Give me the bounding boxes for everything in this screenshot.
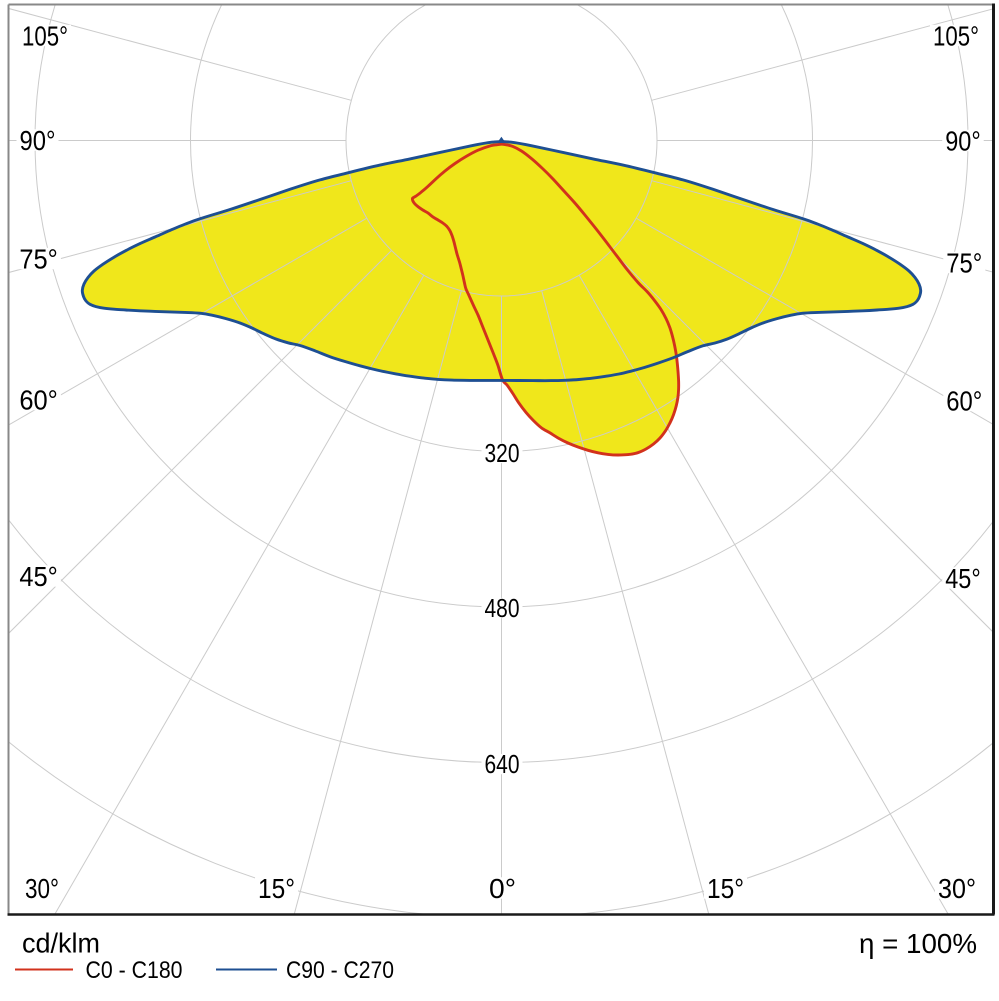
svg-text:105°: 105° bbox=[933, 20, 979, 51]
svg-text:640: 640 bbox=[485, 749, 520, 779]
svg-text:30°: 30° bbox=[938, 873, 976, 904]
svg-text:60°: 60° bbox=[19, 384, 58, 415]
svg-text:105°: 105° bbox=[22, 20, 68, 51]
svg-text:75°: 75° bbox=[946, 247, 982, 278]
svg-text:45°: 45° bbox=[945, 563, 981, 594]
svg-text:480: 480 bbox=[485, 593, 520, 623]
svg-text:45°: 45° bbox=[19, 561, 58, 592]
svg-text:90°: 90° bbox=[945, 125, 981, 156]
svg-text:320: 320 bbox=[485, 438, 520, 468]
svg-text:15°: 15° bbox=[258, 873, 295, 904]
svg-text:cd/klm: cd/klm bbox=[22, 928, 100, 959]
svg-text:15°: 15° bbox=[707, 873, 744, 904]
svg-text:60°: 60° bbox=[946, 385, 982, 416]
svg-text:C0 - C180: C0 - C180 bbox=[86, 957, 183, 984]
svg-text:90°: 90° bbox=[20, 125, 56, 156]
svg-text:C90 - C270: C90 - C270 bbox=[286, 957, 394, 984]
svg-text:75°: 75° bbox=[19, 243, 58, 274]
svg-text:η = 100%: η = 100% bbox=[859, 928, 977, 959]
svg-text:30°: 30° bbox=[25, 873, 59, 904]
svg-text:0°: 0° bbox=[489, 873, 516, 904]
